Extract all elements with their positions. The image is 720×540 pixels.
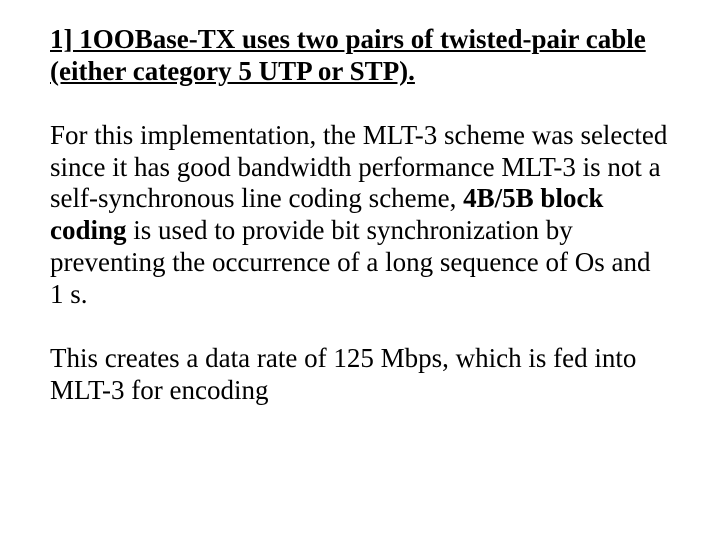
paragraph-2: This creates a data rate of 125 Mbps, wh…: [50, 343, 670, 407]
document-page: 1] 1OOBase-TX uses two pairs of twisted-…: [0, 0, 720, 540]
section-heading: 1] 1OOBase-TX uses two pairs of twisted-…: [50, 24, 670, 88]
paragraph-1: For this implementation, the MLT-3 schem…: [50, 120, 670, 311]
paragraph-1-part-b: is used to provide bit synchronization b…: [50, 215, 651, 309]
